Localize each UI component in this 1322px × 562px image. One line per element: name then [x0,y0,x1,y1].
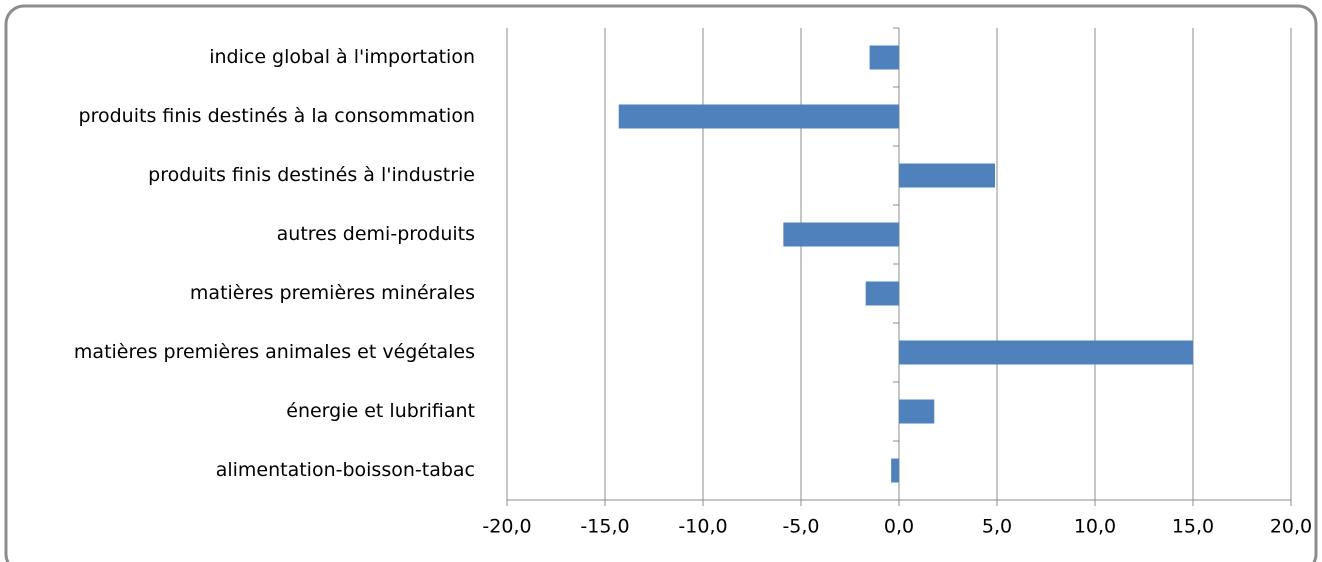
y-tick-label: alimentation-boisson-tabac [216,459,475,481]
y-tick-label: autres demi-produits [277,223,475,245]
bar [899,340,1193,365]
bar [899,163,996,188]
bar [865,281,899,306]
x-tick-label: 15,0 [1172,516,1214,538]
bar [899,399,935,424]
y-tick-label: produits finis destinés à la consommatio… [79,105,475,127]
bar [891,458,899,483]
y-tick-label: produits finis destinés à l'industrie [148,164,475,186]
chart-frame [4,4,1318,562]
x-tick-label: 5,0 [982,516,1012,538]
x-tick-label: 0,0 [884,516,914,538]
x-tick-label: -15,0 [580,516,629,538]
y-tick-label: indice global à l'importation [209,46,475,68]
bar [869,45,899,70]
x-tick-label: 20,0 [1270,516,1312,538]
y-tick-label: énergie et lubrifiant [286,400,475,422]
bar [618,104,899,129]
x-tick-label: -5,0 [782,516,819,538]
y-tick-label: matières premières animales et végétales [74,341,475,363]
x-tick-label: -10,0 [678,516,727,538]
bar [783,222,899,247]
y-tick-label: matières premières minérales [190,282,475,304]
x-tick-label: -20,0 [482,516,531,538]
x-tick-label: 10,0 [1074,516,1116,538]
